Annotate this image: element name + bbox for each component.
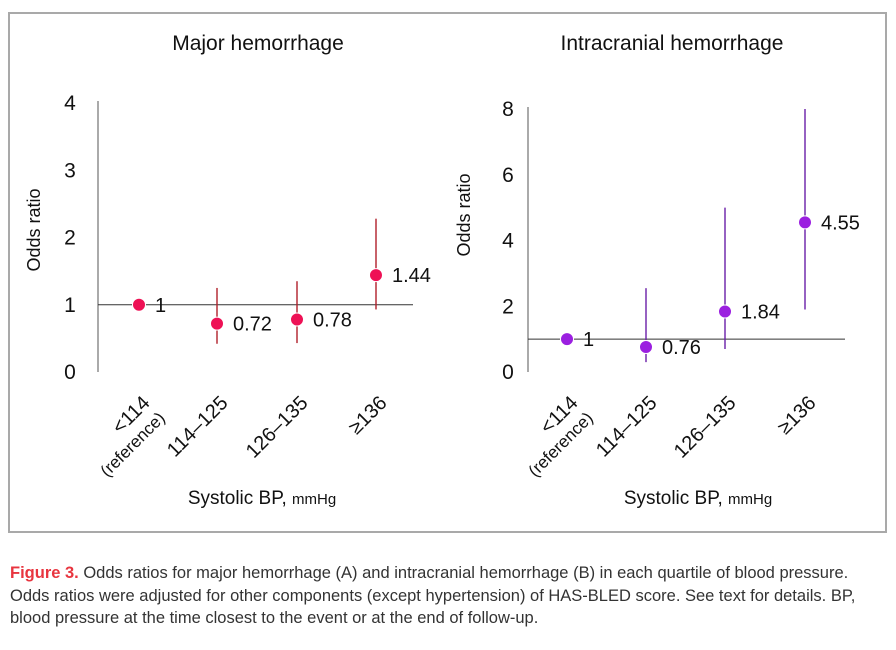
- y-tick-label: 2: [502, 295, 514, 318]
- y-tick-label: 6: [502, 164, 514, 187]
- x-tick-label: 114–125: [592, 392, 662, 462]
- x-axis-label-unit: mmHg: [292, 491, 336, 508]
- y-tick-label: 0: [502, 361, 514, 384]
- y-axis-label: Odds ratio: [24, 188, 44, 271]
- figure-caption: Figure 3. Odds ratios for major hemorrha…: [10, 562, 890, 630]
- data-point: [369, 268, 383, 283]
- data-point: [290, 312, 304, 327]
- x-axis-label-unit: mmHg: [728, 491, 772, 508]
- x-axis-label: Systolic BP, mmHg: [188, 488, 336, 509]
- y-tick-label: 0: [64, 361, 76, 384]
- y-tick-label: 1: [64, 294, 76, 317]
- data-point: [210, 316, 224, 331]
- x-tick-label: 126–135: [670, 392, 741, 463]
- data-point: [560, 332, 574, 347]
- chart-panel-intracranial-hemorrhage: Intracranial hemorrhage 0 2 4 6 8 Odds ratio 1 0…: [454, 32, 860, 509]
- x-axis-label: Systolic BP, mmHg: [624, 488, 772, 509]
- data-label: 1.84: [741, 302, 780, 324]
- y-tick-label: 2: [64, 227, 76, 250]
- chart-panel-major-hemorrhage: Major hemorrhage 0 1 2 3 4 Odds ratio 1 0.72 0.78…: [24, 32, 431, 509]
- y-tick-label: 8: [502, 98, 514, 121]
- y-axis-label: Odds ratio: [454, 173, 474, 256]
- data-point: [718, 304, 732, 319]
- chart-title: Major hemorrhage: [172, 32, 344, 55]
- x-axis-label-main: Systolic BP,: [188, 488, 292, 509]
- figure-label: Figure 3.: [10, 564, 79, 582]
- x-axis-label-main: Systolic BP,: [624, 488, 728, 509]
- data-label: 1.44: [392, 265, 431, 287]
- data-label: 4.55: [821, 212, 860, 234]
- y-tick-label: 3: [64, 159, 76, 182]
- y-tick-label: 4: [64, 92, 76, 115]
- x-tick-label: 126–135: [242, 392, 313, 463]
- x-tick-label: ≥136: [345, 392, 392, 439]
- data-point: [132, 297, 146, 312]
- data-label: 1: [583, 329, 594, 351]
- data-point: [798, 215, 812, 230]
- figure-frame: [8, 12, 887, 533]
- data-label: 1: [155, 295, 166, 317]
- y-tick-label: 4: [502, 230, 514, 253]
- figure-caption-text: Odds ratios for major hemorrhage (A) and…: [10, 564, 856, 627]
- x-tick-label: ≥136: [774, 392, 821, 439]
- data-point: [639, 340, 653, 355]
- x-tick-label: 114–125: [163, 392, 233, 462]
- chart-title: Intracranial hemorrhage: [561, 32, 784, 55]
- data-label: 0.78: [313, 310, 352, 332]
- data-label: 0.76: [662, 337, 701, 359]
- data-label: 0.72: [233, 314, 272, 336]
